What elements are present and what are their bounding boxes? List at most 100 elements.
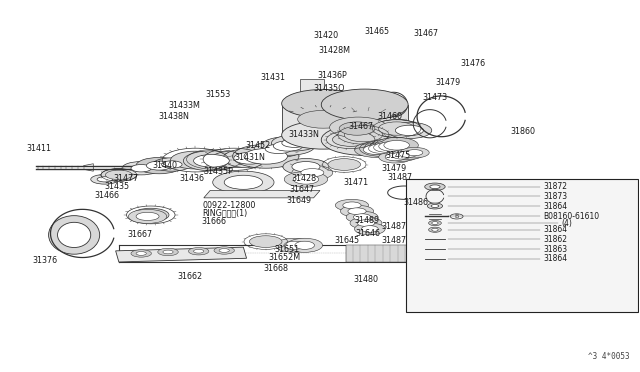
Text: 31487: 31487 xyxy=(381,235,406,245)
Text: 31435: 31435 xyxy=(104,182,129,191)
Text: 31433N: 31433N xyxy=(288,130,319,140)
Text: 31431N: 31431N xyxy=(234,153,266,161)
Ellipse shape xyxy=(429,227,442,232)
Text: 31431: 31431 xyxy=(260,73,285,82)
Ellipse shape xyxy=(429,221,442,226)
Text: 31435P: 31435P xyxy=(204,167,234,176)
Ellipse shape xyxy=(340,205,374,217)
Text: 31479: 31479 xyxy=(381,164,406,173)
Text: 31428M: 31428M xyxy=(318,46,350,55)
Text: 31411: 31411 xyxy=(26,144,51,153)
Ellipse shape xyxy=(131,164,152,172)
Text: 31433M: 31433M xyxy=(168,101,200,110)
Ellipse shape xyxy=(163,250,173,254)
Ellipse shape xyxy=(392,152,412,159)
Ellipse shape xyxy=(162,161,182,168)
Ellipse shape xyxy=(273,141,303,151)
Ellipse shape xyxy=(295,241,314,249)
Ellipse shape xyxy=(122,161,161,175)
Polygon shape xyxy=(321,105,408,140)
Ellipse shape xyxy=(293,174,319,184)
Text: 31647: 31647 xyxy=(289,185,314,194)
Text: 31477: 31477 xyxy=(114,174,139,183)
Ellipse shape xyxy=(346,211,378,223)
Text: 31436: 31436 xyxy=(179,174,205,183)
Ellipse shape xyxy=(232,144,299,168)
Text: 00922-12800: 00922-12800 xyxy=(202,201,256,210)
Ellipse shape xyxy=(132,208,169,222)
Ellipse shape xyxy=(49,216,100,254)
Text: 31435O: 31435O xyxy=(314,84,345,93)
Ellipse shape xyxy=(385,153,406,161)
Text: 31863: 31863 xyxy=(543,244,568,253)
Text: 31649: 31649 xyxy=(287,196,312,205)
Text: 31668: 31668 xyxy=(264,264,289,273)
Ellipse shape xyxy=(428,203,443,209)
Text: 31860: 31860 xyxy=(510,126,535,136)
Ellipse shape xyxy=(219,248,229,252)
Ellipse shape xyxy=(287,238,323,252)
Ellipse shape xyxy=(292,165,333,180)
Polygon shape xyxy=(204,190,320,198)
Ellipse shape xyxy=(188,247,209,255)
Ellipse shape xyxy=(332,133,369,146)
Text: ^3 4*0053: ^3 4*0053 xyxy=(588,352,630,361)
Ellipse shape xyxy=(355,223,385,235)
Text: 31475: 31475 xyxy=(385,151,410,160)
Text: 31452: 31452 xyxy=(245,141,271,150)
Text: 31473: 31473 xyxy=(422,93,447,102)
Ellipse shape xyxy=(109,171,129,179)
Text: 31480: 31480 xyxy=(354,275,379,284)
Text: 31872: 31872 xyxy=(543,182,568,191)
Ellipse shape xyxy=(330,117,387,138)
Ellipse shape xyxy=(261,137,315,155)
Ellipse shape xyxy=(387,122,432,138)
Ellipse shape xyxy=(384,140,410,150)
Ellipse shape xyxy=(158,248,178,256)
Ellipse shape xyxy=(362,226,378,232)
Text: 31471: 31471 xyxy=(343,178,368,187)
Ellipse shape xyxy=(348,208,366,215)
Ellipse shape xyxy=(282,89,365,118)
Ellipse shape xyxy=(369,144,394,153)
Ellipse shape xyxy=(386,150,418,161)
Ellipse shape xyxy=(271,135,317,151)
Ellipse shape xyxy=(321,124,408,155)
Text: 31652M: 31652M xyxy=(269,253,301,262)
Text: B08160-61610: B08160-61610 xyxy=(543,212,600,221)
Ellipse shape xyxy=(212,171,274,193)
Ellipse shape xyxy=(347,129,380,141)
Ellipse shape xyxy=(379,141,404,151)
Text: 31486: 31486 xyxy=(403,198,428,207)
Text: 31553: 31553 xyxy=(205,90,230,99)
Text: 31646: 31646 xyxy=(356,229,381,238)
Ellipse shape xyxy=(301,169,324,177)
Ellipse shape xyxy=(211,151,257,168)
Ellipse shape xyxy=(339,122,375,135)
Ellipse shape xyxy=(381,123,412,134)
Ellipse shape xyxy=(223,148,276,168)
Bar xyxy=(406,179,638,312)
Ellipse shape xyxy=(106,170,132,180)
Ellipse shape xyxy=(350,217,382,229)
Ellipse shape xyxy=(393,149,424,160)
Text: (4): (4) xyxy=(561,219,572,228)
Ellipse shape xyxy=(406,150,423,156)
Ellipse shape xyxy=(284,171,328,187)
Ellipse shape xyxy=(136,251,147,255)
Ellipse shape xyxy=(298,110,349,128)
Ellipse shape xyxy=(425,183,445,190)
Text: 31666: 31666 xyxy=(201,217,226,226)
Ellipse shape xyxy=(282,139,307,147)
Ellipse shape xyxy=(355,142,398,157)
Ellipse shape xyxy=(353,214,371,221)
Ellipse shape xyxy=(58,222,91,247)
Text: 31440: 31440 xyxy=(153,161,178,170)
Ellipse shape xyxy=(344,128,383,142)
Ellipse shape xyxy=(396,125,424,136)
Text: RINGリング(1): RINGリング(1) xyxy=(202,208,248,217)
Text: 31476: 31476 xyxy=(461,59,486,68)
Ellipse shape xyxy=(378,122,415,135)
Text: 31479: 31479 xyxy=(435,78,460,87)
Polygon shape xyxy=(116,247,246,262)
